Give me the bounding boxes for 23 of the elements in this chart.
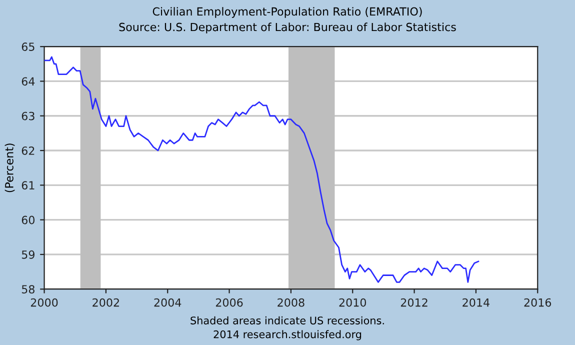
y-tick-label: 58 — [22, 285, 34, 294]
y-axis-title: (Percent) — [4, 144, 15, 192]
x-tick-label: 2000 — [30, 298, 58, 307]
chart-title: Civilian Employment-Population Ratio (EMRATIO) — [152, 7, 422, 18]
x-tick-label: 2014 — [462, 298, 490, 307]
chart-subtitle: Source: U.S. Department of Labor: Bureau of Labor Statistics — [119, 22, 456, 34]
x-tick-label: 2016 — [524, 298, 552, 307]
y-tick-label: 65 — [22, 42, 34, 51]
y-tick-label: 59 — [22, 250, 34, 259]
x-tick-label: 2010 — [339, 298, 366, 307]
text: Shaded areas indicate US recessions. — [190, 316, 384, 324]
y-tick-label: 61 — [22, 181, 34, 190]
x-tick-label: 2012 — [400, 298, 428, 307]
text: 2014 research.stlouisfed.org — [214, 330, 362, 340]
y-tick-label: 63 — [22, 112, 34, 120]
x-tick-label: 2002 — [92, 298, 119, 307]
y-tick-label: 62 — [22, 146, 34, 155]
line-series — [44, 56, 480, 283]
x-tick-label: 2006 — [216, 298, 243, 307]
y-tick-label: 64 — [22, 77, 35, 86]
x-tick-label: 2004 — [154, 298, 182, 307]
y-tick-label: 60 — [22, 216, 35, 224]
x-tick-label: 2008 — [278, 298, 304, 307]
